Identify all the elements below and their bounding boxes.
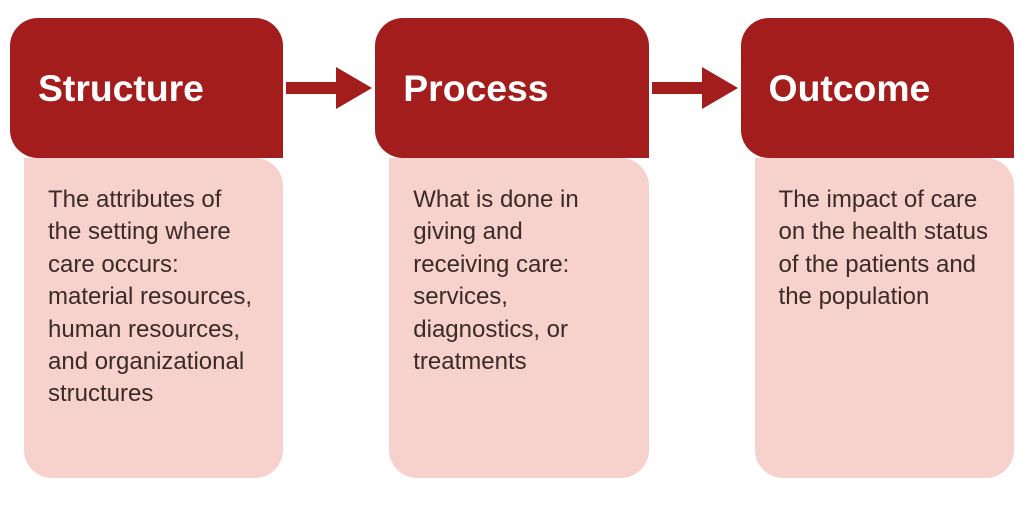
node-description: The attributes of the setting where care… bbox=[48, 184, 259, 411]
node-description-box: The attributes of the setting where care… bbox=[24, 158, 283, 478]
node-header: Outcome bbox=[741, 18, 1014, 158]
node-description-box: The impact of care on the health status … bbox=[755, 158, 1014, 478]
node-title: Outcome bbox=[769, 67, 931, 110]
flow-node-structure: Structure The attributes of the setting … bbox=[10, 18, 283, 478]
node-header: Structure bbox=[10, 18, 283, 158]
node-title: Structure bbox=[38, 67, 204, 110]
arrow-right-icon bbox=[286, 63, 372, 113]
flow-node-process: Process What is done in giving and recei… bbox=[375, 18, 648, 478]
flow-node-outcome: Outcome The impact of care on the health… bbox=[741, 18, 1014, 478]
node-title: Process bbox=[403, 67, 548, 110]
node-description: What is done in giving and receiving car… bbox=[413, 184, 624, 378]
node-header: Process bbox=[375, 18, 648, 158]
arrow-right-icon bbox=[652, 63, 738, 113]
flow-diagram: Structure The attributes of the setting … bbox=[0, 0, 1024, 496]
flow-arrow bbox=[649, 18, 741, 158]
flow-arrow bbox=[283, 18, 375, 158]
node-description: The impact of care on the health status … bbox=[779, 184, 990, 314]
node-description-box: What is done in giving and receiving car… bbox=[389, 158, 648, 478]
